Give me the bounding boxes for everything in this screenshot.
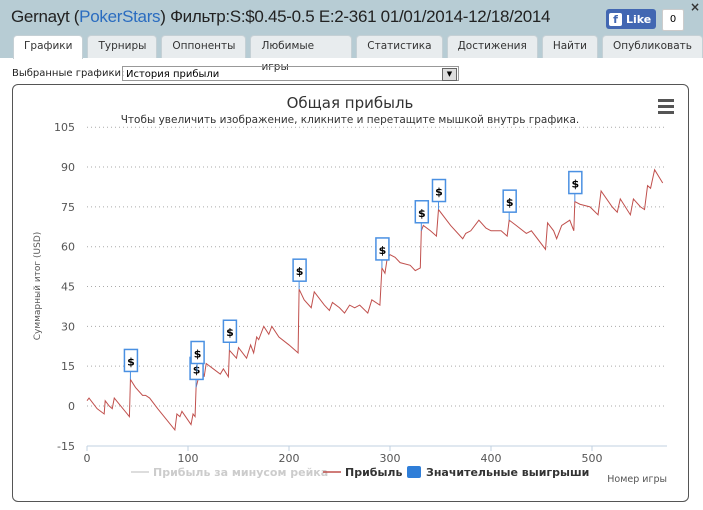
- y-tick-label: 15: [61, 360, 75, 373]
- big-win-flag: [414, 200, 430, 224]
- x-tick-label: 500: [582, 452, 603, 465]
- tab-0[interactable]: Графики: [13, 35, 84, 59]
- flag-label: $: [418, 207, 426, 220]
- menu-icon: [658, 99, 674, 102]
- tab-7[interactable]: Опубликовать: [601, 35, 703, 58]
- like-label: Like: [626, 12, 652, 26]
- chart-select-label: Выбранные графики:: [12, 68, 125, 79]
- facebook-icon: f: [609, 12, 622, 26]
- chart-title: Общая прибыль: [287, 94, 414, 112]
- tab-5[interactable]: Достижения: [446, 35, 538, 58]
- tab-2[interactable]: Оппоненты: [161, 35, 247, 58]
- x-tick-label: 100: [178, 452, 199, 465]
- big-win-flag: [568, 170, 583, 195]
- chart-select[interactable]: История прибыли ▼: [122, 66, 459, 81]
- y-tick-label: 75: [61, 201, 75, 214]
- x-tick-label: 400: [481, 452, 502, 465]
- chart-subtitle: Чтобы увеличить изображение, кликните и …: [121, 114, 580, 126]
- x-tick-label: 300: [380, 452, 401, 465]
- big-win-flag: [375, 237, 390, 261]
- user-name: Gernayt: [11, 7, 70, 26]
- flag-label: $: [379, 244, 387, 257]
- x-tick-label: 200: [279, 452, 300, 465]
- y-tick-label: 90: [61, 161, 75, 174]
- legend-marker-bigwins: [407, 466, 421, 478]
- site-link[interactable]: PokerStars: [79, 7, 161, 26]
- chevron-down-icon[interactable]: ▼: [442, 68, 457, 81]
- filter-text: Фильтр:S:$0.45-0.5 E:2-361 01/01/2014-12…: [170, 7, 551, 26]
- tab-3[interactable]: Любимые игры: [250, 35, 353, 73]
- menu-icon: [658, 111, 674, 114]
- flag-label: $: [226, 326, 234, 339]
- flag-label: $: [194, 347, 202, 360]
- tab-1[interactable]: Турниры: [87, 35, 158, 58]
- flag-label: $: [296, 265, 304, 278]
- y-tick-label: 45: [61, 281, 75, 294]
- page-title: Gernayt (PokerStars) Фильтр:S:$0.45-0.5 …: [11, 7, 551, 26]
- tab-6[interactable]: Найти: [541, 35, 598, 58]
- legend-item-rake: Прибыль за минусом рейка: [153, 466, 328, 479]
- y-tick-label: 0: [68, 400, 75, 413]
- big-win-flag: [502, 189, 517, 213]
- y-tick-label: 30: [61, 320, 75, 333]
- tab-4[interactable]: Статистика: [356, 35, 443, 58]
- flag-label: $: [506, 196, 514, 209]
- tab-bar: Графики Турниры Оппоненты Любимые игры Стати…: [13, 35, 703, 73]
- y-tick-label: -15: [57, 440, 75, 453]
- x-tick-label: 0: [84, 452, 91, 465]
- profit-line: [86, 168, 664, 432]
- flag-label: $: [435, 186, 443, 199]
- flag-label: $: [127, 355, 135, 368]
- big-win-flag: [431, 178, 447, 203]
- menu-icon: [658, 105, 674, 108]
- legend-item-profit: Прибыль: [345, 466, 402, 479]
- legend-item-bigwins: Значительные выигрыши: [426, 466, 589, 479]
- big-win-flag: [190, 340, 205, 365]
- facebook-like-button[interactable]: f Like: [606, 9, 657, 29]
- like-count: 0: [662, 9, 684, 31]
- big-win-flag: [222, 319, 238, 343]
- y-tick-label: 60: [61, 241, 75, 254]
- x-axis-title: Номер игры: [607, 474, 667, 485]
- chart-select-value: История прибыли: [126, 69, 220, 80]
- flag-label: $: [193, 363, 201, 376]
- chart-container: [12, 84, 689, 502]
- flag-label: $: [572, 178, 580, 191]
- big-win-flag: [292, 258, 307, 282]
- big-win-flag: [123, 348, 139, 373]
- y-axis-title: Суммарный итог (USD): [33, 232, 43, 341]
- y-tick-label: 105: [54, 121, 75, 134]
- close-icon[interactable]: ×: [690, 0, 701, 14]
